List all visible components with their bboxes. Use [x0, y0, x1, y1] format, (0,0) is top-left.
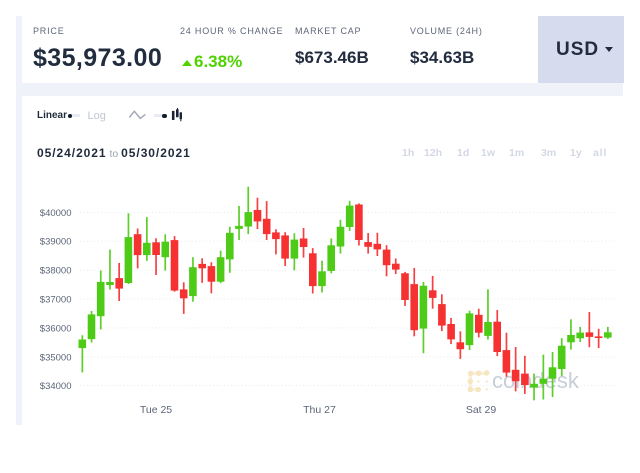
svg-text:$40000: $40000 [40, 208, 72, 219]
svg-text:$34000: $34000 [40, 381, 72, 392]
svg-text:Tue 25: Tue 25 [140, 404, 172, 416]
svg-text:$37000: $37000 [40, 294, 72, 305]
svg-text:$36000: $36000 [40, 323, 72, 334]
svg-text:$35000: $35000 [40, 352, 72, 363]
svg-text:Sat 29: Sat 29 [466, 404, 497, 416]
svg-text:Thu 27: Thu 27 [303, 404, 336, 416]
svg-text:$38000: $38000 [40, 266, 72, 277]
svg-text:$39000: $39000 [40, 237, 72, 248]
